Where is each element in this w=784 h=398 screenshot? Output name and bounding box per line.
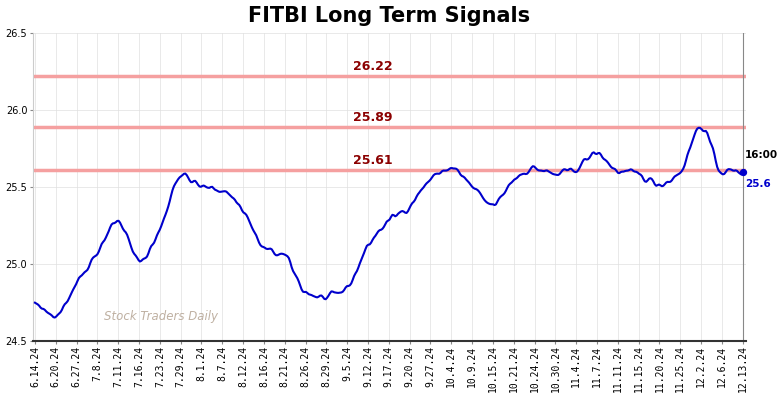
Text: 25.6: 25.6 [746, 179, 771, 189]
Text: 25.89: 25.89 [354, 111, 393, 124]
Text: 16:00: 16:00 [746, 150, 779, 160]
Text: 25.61: 25.61 [354, 154, 393, 167]
Title: FITBI Long Term Signals: FITBI Long Term Signals [249, 6, 531, 25]
Text: Stock Traders Daily: Stock Traders Daily [104, 310, 218, 323]
Text: 26.22: 26.22 [354, 60, 393, 73]
Point [736, 168, 749, 175]
